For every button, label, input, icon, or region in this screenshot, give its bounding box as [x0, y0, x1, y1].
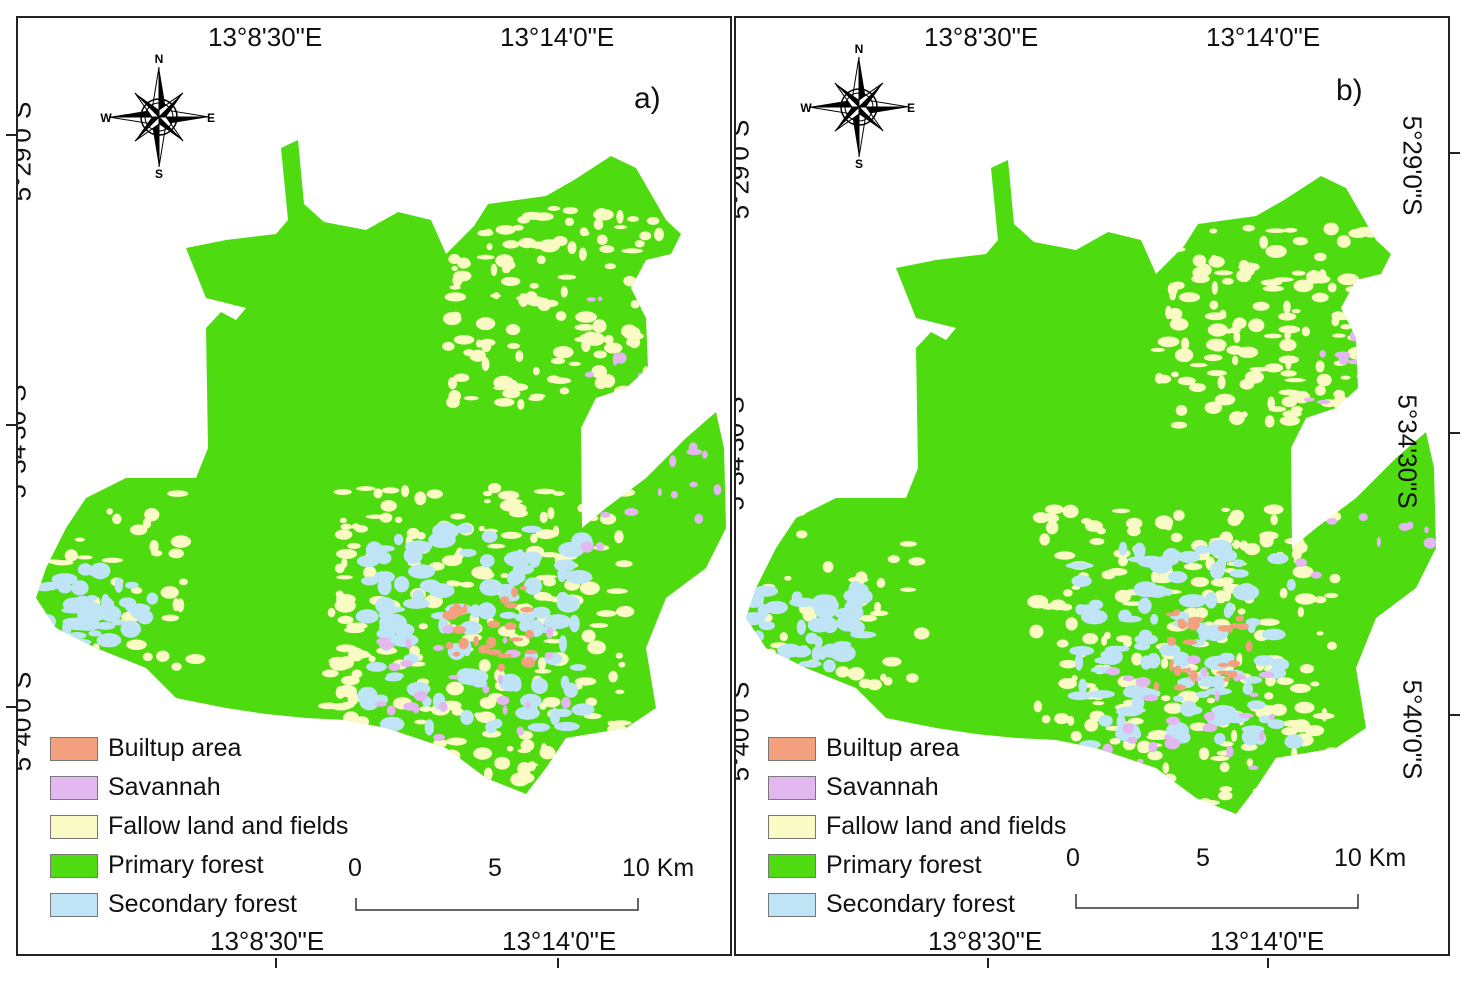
- scale-mid: 5: [488, 854, 502, 882]
- legend-swatch: [768, 775, 816, 800]
- left-lat-label-3: 5°40'0"S: [734, 681, 755, 782]
- top-lon-label-2: 13°14'0"E: [500, 22, 615, 52]
- bottom-lon-label-2: 13°14'0"E: [1210, 926, 1325, 956]
- top-lon-label-1: 13°8'30"E: [924, 22, 1039, 52]
- left-lat-label-2: 5°34'30"S: [16, 384, 32, 499]
- left-lat-label-1: 5°29'0"S: [734, 119, 755, 220]
- left-lat-label-1: 5°29'0"S: [16, 101, 37, 202]
- legend-label: Fallow land and fields: [826, 812, 1067, 840]
- panel-label-b: b): [1336, 74, 1363, 107]
- panel-label-a: a): [634, 82, 661, 115]
- tick-mark: [1450, 432, 1460, 434]
- scale-bar-a: 0 5 10 Km: [348, 854, 694, 920]
- tick-mark: [1267, 958, 1269, 968]
- legend-label: Primary forest: [826, 851, 982, 879]
- map-panel-a: 13°8'30"E 13°14'0"E 13°8'30"E 13°14'0"E …: [16, 16, 732, 956]
- bottom-lon-label-1: 13°8'30"E: [210, 926, 325, 956]
- compass-n: N: [855, 44, 864, 56]
- scale-zero: 0: [1066, 844, 1080, 872]
- right-lat-label-2: 5°34'30"S: [1392, 394, 1423, 509]
- legend-swatch: [50, 892, 98, 917]
- legend-label: Savannah: [108, 773, 221, 801]
- tick-mark: [557, 958, 559, 968]
- tick-mark: [6, 424, 16, 426]
- compass-s: S: [855, 157, 863, 170]
- legend-item: Secondary forest: [768, 885, 1066, 924]
- legend-label: Secondary forest: [826, 890, 1015, 918]
- legend-label: Secondary forest: [108, 890, 297, 918]
- tick-mark: [6, 706, 16, 708]
- north-arrow-compass-icon: N S E W: [100, 52, 218, 185]
- compass-n: N: [155, 54, 164, 66]
- legend-label: Primary forest: [108, 851, 264, 879]
- legend-item: Secondary forest: [50, 885, 348, 924]
- legend-swatch: [50, 736, 98, 761]
- scale-mid: 5: [1196, 844, 1210, 872]
- legend-swatch: [50, 814, 98, 839]
- land-cover-map-b: [746, 160, 1436, 814]
- right-lat-label-3: 5°40'0"S: [1397, 679, 1428, 780]
- top-lon-label-1: 13°8'30"E: [208, 22, 323, 52]
- legend-item: Primary forest: [768, 846, 1066, 885]
- legend-swatch: [768, 853, 816, 878]
- scale-end: 10 Km: [1334, 844, 1407, 872]
- land-cover-map-a: [36, 140, 726, 794]
- scale-bar-b: 0 5 10 Km: [1066, 844, 1406, 910]
- map-legend-a: Builtup area Savannah Fallow land and fi…: [50, 729, 348, 924]
- legend-label: Fallow land and fields: [108, 812, 349, 840]
- legend-item: Savannah: [50, 768, 348, 807]
- legend-swatch: [50, 853, 98, 878]
- compass-w: W: [800, 101, 812, 115]
- legend-item: Primary forest: [50, 846, 348, 885]
- legend-swatch: [768, 736, 816, 761]
- map-legend-b: Builtup area Savannah Fallow land and fi…: [768, 729, 1066, 924]
- legend-label: Savannah: [826, 773, 939, 801]
- tick-mark: [1450, 714, 1460, 716]
- legend-item: Fallow land and fields: [50, 807, 348, 846]
- compass-w: W: [100, 111, 112, 125]
- legend-item: Builtup area: [768, 729, 1066, 768]
- compass-s: S: [155, 167, 163, 180]
- top-lon-label-2: 13°14'0"E: [1206, 22, 1321, 52]
- legend-swatch: [768, 892, 816, 917]
- tick-mark: [1450, 152, 1460, 154]
- scale-zero: 0: [348, 854, 362, 882]
- legend-item: Fallow land and fields: [768, 807, 1066, 846]
- legend-label: Builtup area: [108, 734, 242, 762]
- legend-label: Builtup area: [826, 734, 960, 762]
- tick-mark: [987, 958, 989, 968]
- right-lat-label-1: 5°29'0"S: [1397, 115, 1428, 216]
- scale-end: 10 Km: [622, 854, 695, 882]
- tick-mark: [6, 134, 16, 136]
- tick-mark: [275, 958, 277, 968]
- land-cover-patches: [36, 205, 722, 788]
- legend-item: Savannah: [768, 768, 1066, 807]
- left-lat-label-3: 5°40'0"S: [16, 671, 37, 772]
- bottom-lon-label-2: 13°14'0"E: [502, 926, 617, 956]
- compass-e: E: [207, 111, 215, 125]
- north-arrow-compass-icon: N S E W: [800, 42, 918, 175]
- map-panel-b: 13°8'30"E 13°14'0"E 13°8'30"E 13°14'0"E …: [734, 16, 1450, 956]
- compass-e: E: [907, 101, 915, 115]
- legend-swatch: [50, 775, 98, 800]
- legend-item: Builtup area: [50, 729, 348, 768]
- bottom-lon-label-1: 13°8'30"E: [928, 926, 1043, 956]
- left-lat-label-2: 5°34'30"S: [734, 396, 750, 511]
- legend-swatch: [768, 814, 816, 839]
